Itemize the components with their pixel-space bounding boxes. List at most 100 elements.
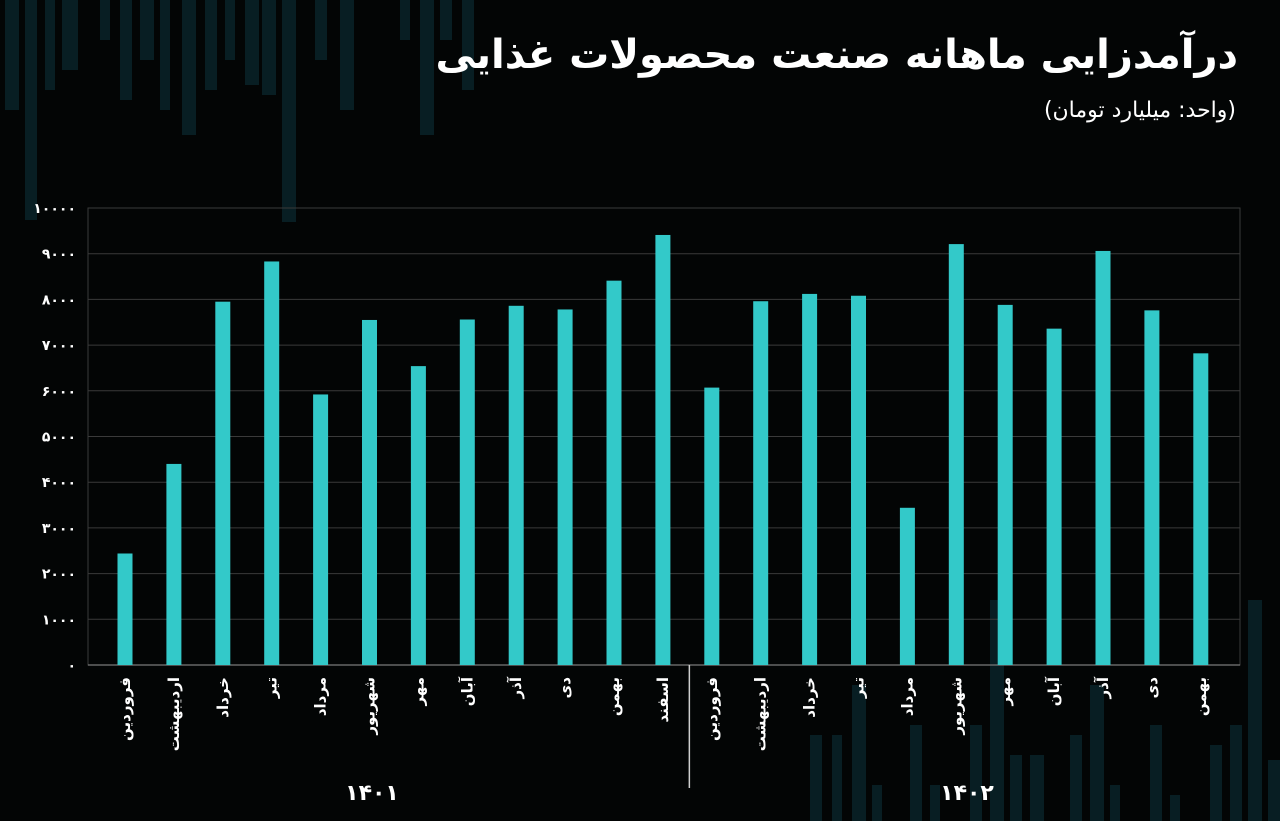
bar <box>410 366 426 665</box>
bar <box>557 309 573 665</box>
x-tick-label: خرداد <box>214 677 232 718</box>
x-tick-label: شهریور <box>361 677 379 736</box>
deco-stripe <box>810 735 822 821</box>
x-tick-label: اردیبهشت <box>165 677 183 751</box>
x-tick-label: دی <box>1143 677 1161 699</box>
x-tick-label: خرداد <box>801 677 819 718</box>
y-tick-label: ۶۰۰۰ <box>42 384 76 400</box>
bar <box>1095 250 1111 665</box>
deco-stripe <box>1248 600 1262 821</box>
x-tick-label: مرداد <box>898 677 916 716</box>
deco-stripe <box>262 0 276 95</box>
bar <box>117 553 133 665</box>
bar <box>313 394 329 665</box>
deco-stripe <box>872 785 882 821</box>
x-tick-label: دی <box>556 677 574 699</box>
deco-stripe <box>1150 725 1162 821</box>
y-tick-label: ۲۰۰۰ <box>42 567 76 583</box>
x-tick-label: اسفند <box>654 677 672 722</box>
bar <box>1046 328 1062 665</box>
deco-stripe <box>1210 745 1222 821</box>
x-tick-label: آذر <box>507 676 525 699</box>
deco-stripe <box>182 0 196 135</box>
bar <box>166 463 182 665</box>
deco-stripe <box>160 0 170 110</box>
bar <box>1193 353 1209 665</box>
y-tick-label: ۸۰۰۰ <box>42 292 76 308</box>
bar <box>704 387 720 665</box>
deco-stripe <box>245 0 259 85</box>
deco-stripe <box>282 0 296 222</box>
x-tick-label: فروردین <box>116 677 134 741</box>
deco-stripe <box>340 0 354 110</box>
deco-stripe <box>1010 755 1022 821</box>
year-label: ۱۴۰۱ <box>345 781 399 806</box>
deco-stripe <box>930 785 940 821</box>
y-tick-label: ۱۰۰۰۰ <box>33 201 76 217</box>
bar <box>802 293 818 665</box>
y-tick-label: ۷۰۰۰ <box>42 338 76 354</box>
deco-stripe <box>120 0 132 100</box>
bar <box>459 319 475 665</box>
x-tick-label: بهمن <box>1192 677 1210 716</box>
bar <box>948 244 964 665</box>
chart-title: درآمدزایی ماهانه صنعت محصولات غذایی <box>435 32 1238 78</box>
bar <box>606 280 622 665</box>
bar <box>655 234 671 665</box>
deco-stripe <box>852 685 866 821</box>
deco-stripe <box>970 725 982 821</box>
bar <box>753 301 769 665</box>
deco-stripe <box>100 0 110 40</box>
x-tick-label: آبان <box>1045 676 1063 706</box>
deco-stripe <box>1170 795 1180 821</box>
y-tick-label: ۱۰۰۰ <box>42 612 76 628</box>
x-tick-label: فروردین <box>703 677 721 741</box>
chart-subtitle: (واحد: میلیارد تومان) <box>1043 98 1236 123</box>
bar <box>362 319 377 665</box>
deco-stripe <box>910 725 922 821</box>
bar <box>215 301 231 665</box>
bar <box>899 507 915 665</box>
deco-stripe <box>1030 755 1044 821</box>
x-tick-label: تیر <box>850 677 868 699</box>
x-tick-label: آبان <box>458 676 476 706</box>
deco-stripe <box>25 0 37 220</box>
deco-stripe <box>440 0 452 40</box>
deco-stripe <box>1230 725 1242 821</box>
year-label: ۱۴۰۲ <box>940 781 994 806</box>
x-tick-label: اردیبهشت <box>752 677 770 751</box>
deco-stripe <box>62 0 78 70</box>
deco-stripe <box>1268 760 1280 821</box>
deco-stripe <box>1110 785 1120 821</box>
deco-stripe <box>400 0 410 40</box>
bar <box>508 305 524 665</box>
y-tick-label: ۴۰۰۰ <box>42 475 76 491</box>
bar <box>851 295 866 665</box>
bar <box>264 261 280 665</box>
x-tick-label: مهر <box>996 677 1014 707</box>
deco-stripe <box>225 0 235 60</box>
y-tick-label: ۹۰۰۰ <box>42 247 76 263</box>
x-tick-label: آذر <box>1094 676 1112 699</box>
y-tick-label: ۳۰۰۰ <box>42 521 76 537</box>
deco-stripe <box>462 0 474 90</box>
x-tick-label: بهمن <box>605 677 623 716</box>
deco-stripe <box>420 0 434 135</box>
deco-stripe <box>140 0 154 60</box>
deco-stripe <box>1070 735 1082 821</box>
x-tick-label: شهریور <box>947 677 965 736</box>
y-tick-label: ۰ <box>67 658 76 674</box>
x-tick-label: مهر <box>409 677 427 707</box>
x-tick-label: تیر <box>263 677 281 699</box>
deco-stripe <box>45 0 55 90</box>
deco-stripe <box>832 735 842 821</box>
deco-stripe <box>1090 685 1104 821</box>
deco-stripe <box>5 0 19 110</box>
bar <box>997 304 1013 665</box>
x-tick-label: مرداد <box>312 677 330 716</box>
bar <box>1144 310 1160 665</box>
y-tick-label: ۵۰۰۰ <box>42 430 76 446</box>
deco-stripe <box>315 0 327 60</box>
